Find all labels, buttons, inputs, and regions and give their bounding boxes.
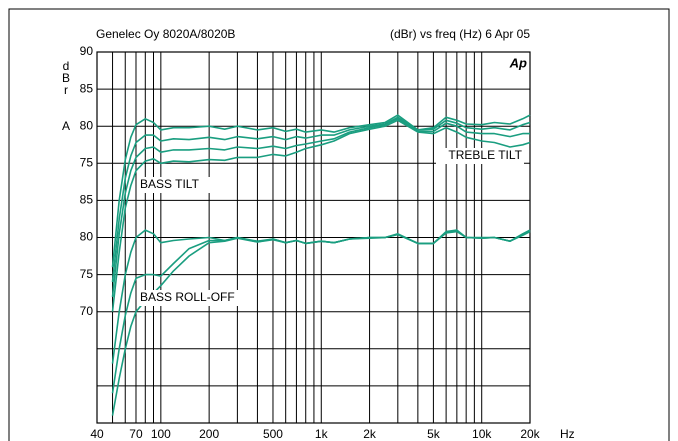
plot-border [96,51,531,424]
y-tick-label: 80 [80,230,94,244]
y-tick-label: 80 [80,118,94,132]
annotation: BASS ROLL-OFF [140,290,235,304]
x-tick-label: 100 [151,427,171,441]
y-tick-label: 90 [80,44,94,58]
line-series [111,116,531,283]
chart-subtitle: (dBr) vs freq (Hz) 6 Apr 05 [390,27,530,41]
x-tick-label: 70 [129,427,143,441]
x-tick-label: 5k [427,427,441,441]
annotation: TREBLE TILT [448,148,522,162]
x-tick-label: 1k [315,427,329,441]
annotation-bg [138,290,250,306]
line-series [111,119,531,312]
x-tick-label: 40 [90,427,104,441]
x-tick-label: 10k [472,427,492,441]
annotation: BASS TILT [140,177,200,191]
logo: Ap [509,55,527,70]
x-tick-label: 20k [520,427,540,441]
y-tick-label: 85 [80,193,94,207]
x-tick-label: 200 [199,427,219,441]
x-axis-label: Hz [560,427,575,441]
line-series [111,114,531,268]
annotation-bg [138,177,226,193]
line-series [111,118,530,297]
frame [8,8,670,441]
y-tick-label: 75 [80,155,94,169]
annotation-bg [436,148,524,164]
x-tick-label: 500 [263,427,283,441]
y-tick-label: 70 [80,304,94,318]
chart-title: Genelec Oy 8020A/8020B [96,27,235,41]
x-tick-label: 2k [363,427,377,441]
y-tick-label: 75 [80,267,94,281]
y-tick-label: 85 [80,81,94,95]
